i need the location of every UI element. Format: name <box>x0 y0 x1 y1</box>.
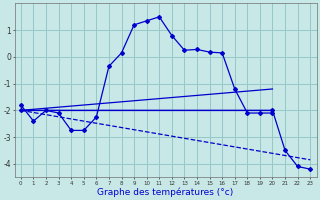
X-axis label: Graphe des températures (°c): Graphe des températures (°c) <box>97 187 234 197</box>
